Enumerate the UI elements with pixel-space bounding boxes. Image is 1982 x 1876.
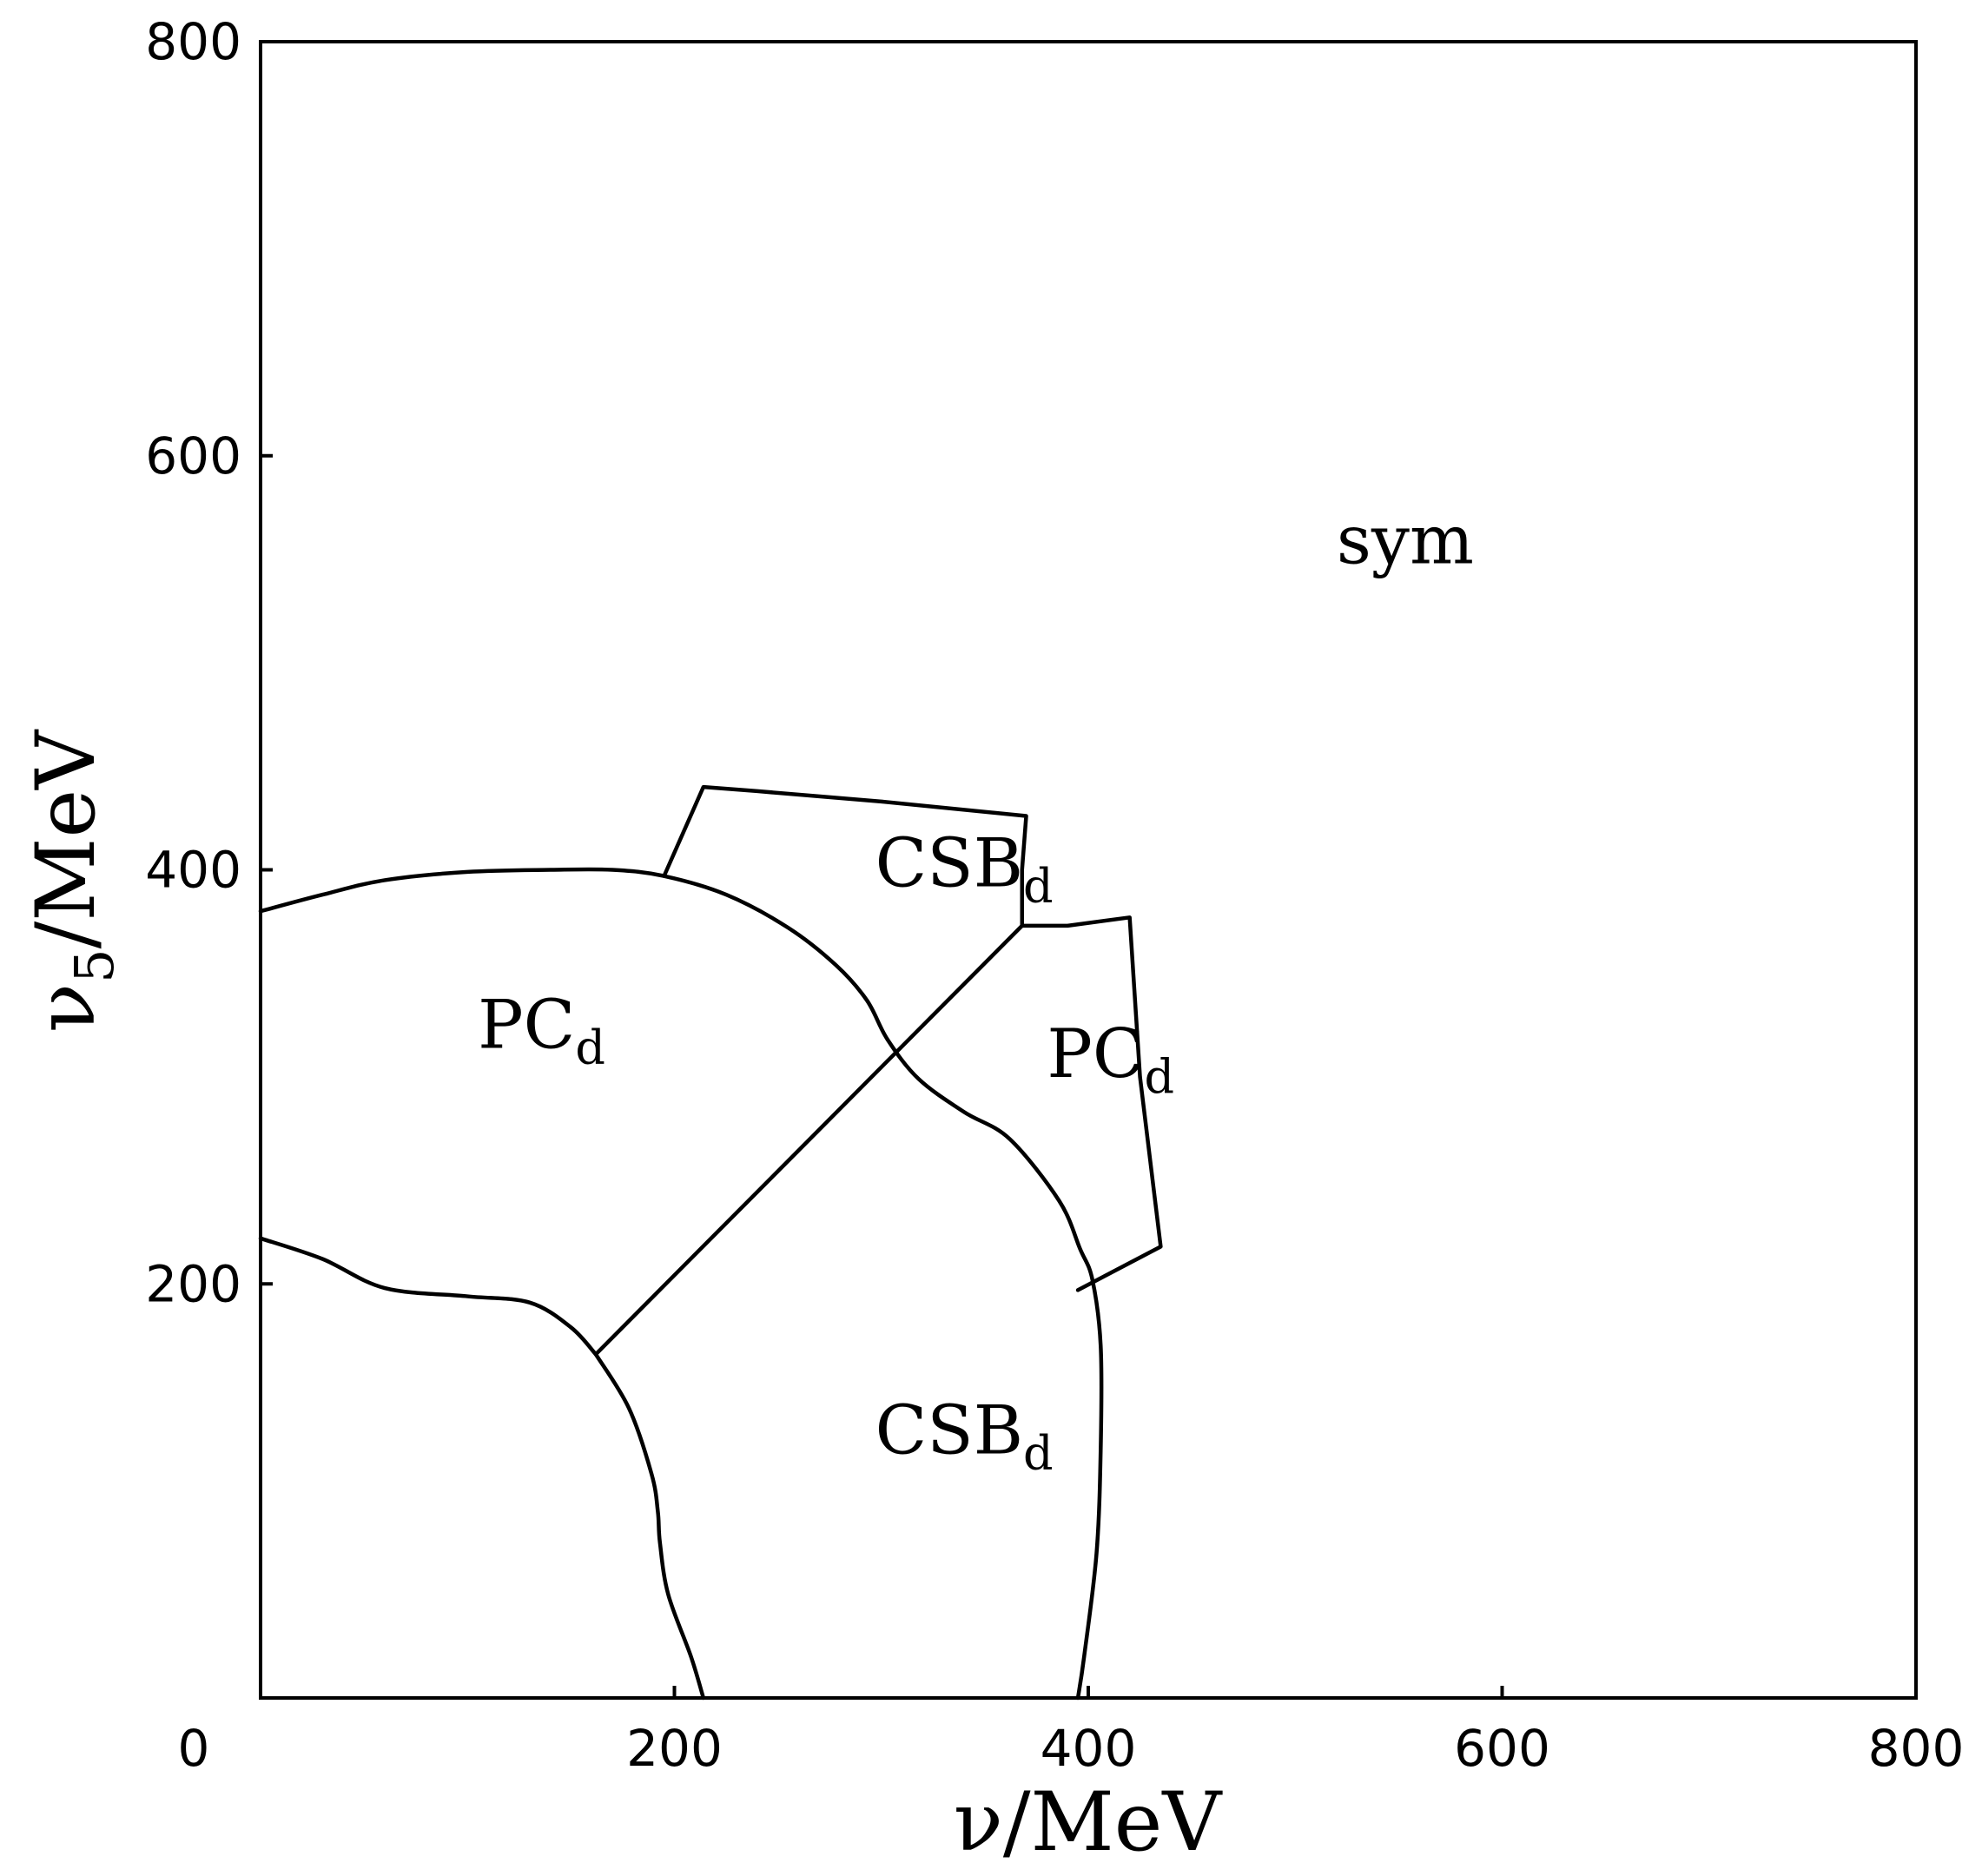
y-axis-label-rest: /MeV: [19, 729, 114, 949]
region-label: PCd: [1047, 1015, 1174, 1104]
x-tick-label: 0: [178, 1719, 210, 1778]
diagonal-boundary: [593, 923, 1025, 1357]
x-tick-label: 800: [1868, 1719, 1965, 1778]
csb-left-boundary: [593, 1352, 706, 1701]
y-tick-label: 400: [145, 841, 241, 900]
y-axis-label-subscript: 5: [63, 948, 126, 982]
region-label: CSBd: [875, 825, 1054, 914]
pc-lower-boundary: [258, 1236, 598, 1357]
y-tick-label: 600: [145, 426, 241, 486]
region-label: sym: [1337, 502, 1474, 580]
phase-boundaries: [258, 784, 1163, 1701]
region-label: PCd: [478, 987, 605, 1075]
y-tick-label: 200: [145, 1254, 241, 1313]
y-axis-label-main: ν: [19, 983, 114, 1033]
pc-island-boundary: [1020, 915, 1163, 1292]
axis-ticks: 0 200 400 600 800 200 400 600 800: [145, 12, 1964, 1778]
region-labels: sym CSBd PCd PCd CSBd: [478, 502, 1474, 1481]
x-tick-label: 400: [1041, 1719, 1137, 1778]
y-tick-label: 800: [145, 12, 241, 71]
x-axis-label: ν/MeV: [954, 1775, 1224, 1870]
pc-upper-boundary: [258, 867, 1104, 1701]
region-label: CSBd: [875, 1392, 1054, 1481]
y-axis-label: ν5/MeV: [19, 729, 126, 1033]
x-tick-label: 600: [1454, 1719, 1550, 1778]
x-tick-label: 200: [626, 1719, 723, 1778]
csb-island-boundary: [662, 784, 1028, 928]
